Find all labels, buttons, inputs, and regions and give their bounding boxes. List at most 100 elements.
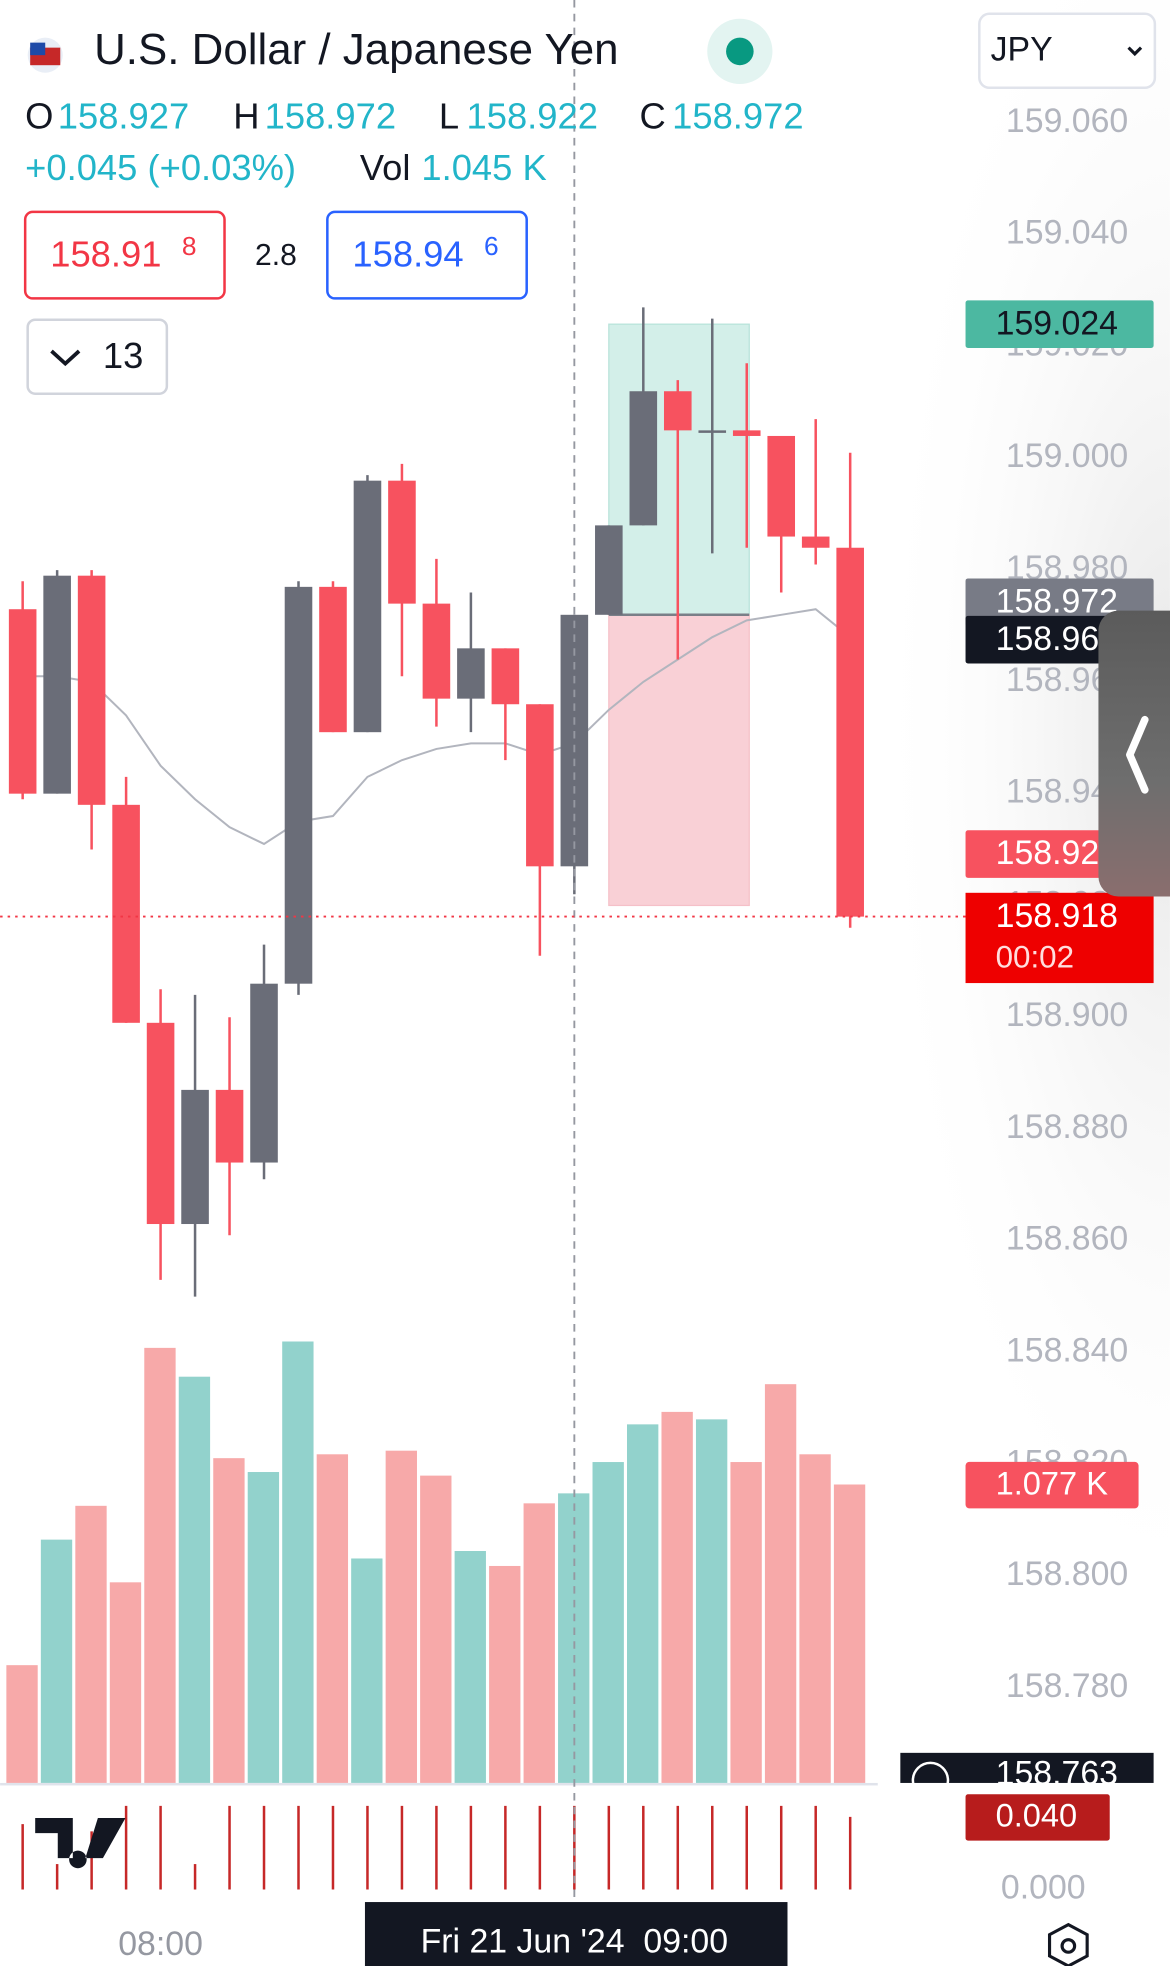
candle-body: [457, 648, 485, 699]
moving-average: [22, 608, 851, 846]
buy-price-sup: 6: [484, 231, 499, 261]
volume-bar: [316, 1454, 349, 1783]
y-tick-label: 158.780: [1006, 1667, 1128, 1705]
volume-bar: [282, 1341, 314, 1783]
position-loss: [608, 614, 750, 907]
spread: 2.8: [255, 239, 297, 272]
candle-body: [422, 603, 451, 699]
volume-bar: [627, 1424, 659, 1783]
candle-body: [801, 536, 830, 548]
stop-label: 158.92: [996, 834, 1100, 872]
candle-body: [698, 430, 727, 433]
settings-dot: [1060, 1938, 1077, 1954]
settings-button[interactable]: [1047, 1922, 1089, 1966]
currency-dropdown[interactable]: [978, 12, 1157, 90]
sell-price: 158.91: [50, 234, 161, 275]
volume-bar: [592, 1462, 624, 1783]
indicator-label-box: [965, 1794, 1110, 1841]
symbol-title: U.S. Dollar / Japanese Yen: [94, 25, 618, 74]
y-tick-label: 158.800: [1006, 1555, 1128, 1593]
volume-bar: [40, 1539, 73, 1783]
status-dot[interactable]: [726, 37, 754, 66]
sell-button[interactable]: [23, 210, 226, 300]
close-label: C: [640, 96, 666, 137]
indicators-count: 13: [103, 335, 143, 376]
volume-bar: [213, 1458, 245, 1783]
toggle-chevron: [50, 349, 81, 367]
last-price-box: [965, 892, 1154, 984]
volume-bar: [730, 1462, 762, 1783]
candle-body: [319, 586, 347, 733]
axis-cover: [877, 1785, 1170, 1793]
volume-bar: [109, 1582, 142, 1783]
y-tick-label: 159.060: [1006, 102, 1128, 140]
candle-body: [629, 391, 658, 526]
candle-body: [663, 391, 692, 431]
high-value: 158.972: [265, 96, 396, 137]
volume-bar: [351, 1558, 383, 1783]
volume-bar: [523, 1503, 555, 1783]
currency-label: JPY: [991, 30, 1053, 68]
close-value: 158.972: [672, 96, 803, 137]
indicator-label: 0.040: [996, 1797, 1078, 1834]
indicator-tick-label: 0.000: [1001, 1868, 1086, 1906]
last-price-label: 158.918: [996, 897, 1118, 935]
volume-bar: [558, 1493, 590, 1783]
add-button: [911, 1761, 950, 1800]
low-label: L: [439, 96, 459, 137]
candle-body: [250, 983, 278, 1163]
hover-close-label-box: [965, 578, 1154, 627]
dropdown-chevron: [1127, 46, 1143, 57]
sell-price-sup: 8: [182, 231, 197, 261]
hover-close-label: 158.972: [996, 582, 1118, 620]
volume-bar: [75, 1505, 107, 1783]
overlay: U.S. Dollar / Japanese Yen JPY O 158.927…: [23, 12, 1157, 395]
candle-body: [353, 480, 382, 733]
flag-canton: [30, 42, 46, 56]
crosshair-time-label: Fri 21 Jun '24 09:00: [421, 1922, 728, 1960]
candle-body: [491, 648, 520, 705]
volume-label-box: [965, 1461, 1139, 1509]
volume-bar: [695, 1419, 728, 1783]
volume-label: 1.077 K: [996, 1464, 1109, 1501]
separator: [0, 1782, 878, 1786]
vol-value: 1.045 K: [421, 147, 546, 188]
y-tick-label: 158.880: [1006, 1108, 1128, 1146]
volume-bar: [454, 1550, 486, 1783]
volume-bar: [661, 1411, 693, 1783]
volume-bar: [764, 1384, 797, 1783]
y-tick-label: 158.860: [1006, 1220, 1128, 1258]
candle-body: [215, 1089, 244, 1163]
candle-body: [43, 575, 71, 794]
change-value: +0.045 (+0.03%): [25, 147, 296, 188]
volume-bar: [247, 1472, 280, 1783]
candle-body: [732, 430, 761, 436]
crosshair-time-box: [364, 1902, 788, 1966]
high-label: H: [233, 96, 259, 137]
indicators-toggle[interactable]: [26, 318, 169, 395]
candle-body: [77, 575, 106, 805]
volume-bar: [799, 1454, 831, 1783]
candle-body: [526, 704, 554, 867]
buy-button[interactable]: [326, 210, 528, 300]
buy-price: 158.94: [352, 234, 463, 275]
side-panel-arrow: [1126, 715, 1149, 794]
y-tick-label: 159.040: [1006, 214, 1128, 252]
volume-bar: [833, 1484, 866, 1783]
volume-bar: [144, 1347, 176, 1783]
y-tick-label: 158.840: [1006, 1332, 1128, 1370]
x-tick-label: 08:00: [118, 1925, 203, 1963]
open-value: 158.927: [58, 96, 189, 137]
vol-label: Vol: [360, 147, 411, 188]
target-label: 159.024: [996, 304, 1118, 342]
candle-body: [284, 586, 313, 984]
volume-bar: [6, 1665, 38, 1783]
candle-body: [112, 804, 140, 1023]
volume-bar: [385, 1450, 417, 1783]
countdown-label: 00:02: [996, 940, 1074, 975]
candle-body: [181, 1089, 209, 1225]
y-tick-label: 159.000: [1006, 437, 1128, 475]
volume-bar: [489, 1565, 521, 1783]
candle-body: [595, 525, 623, 615]
